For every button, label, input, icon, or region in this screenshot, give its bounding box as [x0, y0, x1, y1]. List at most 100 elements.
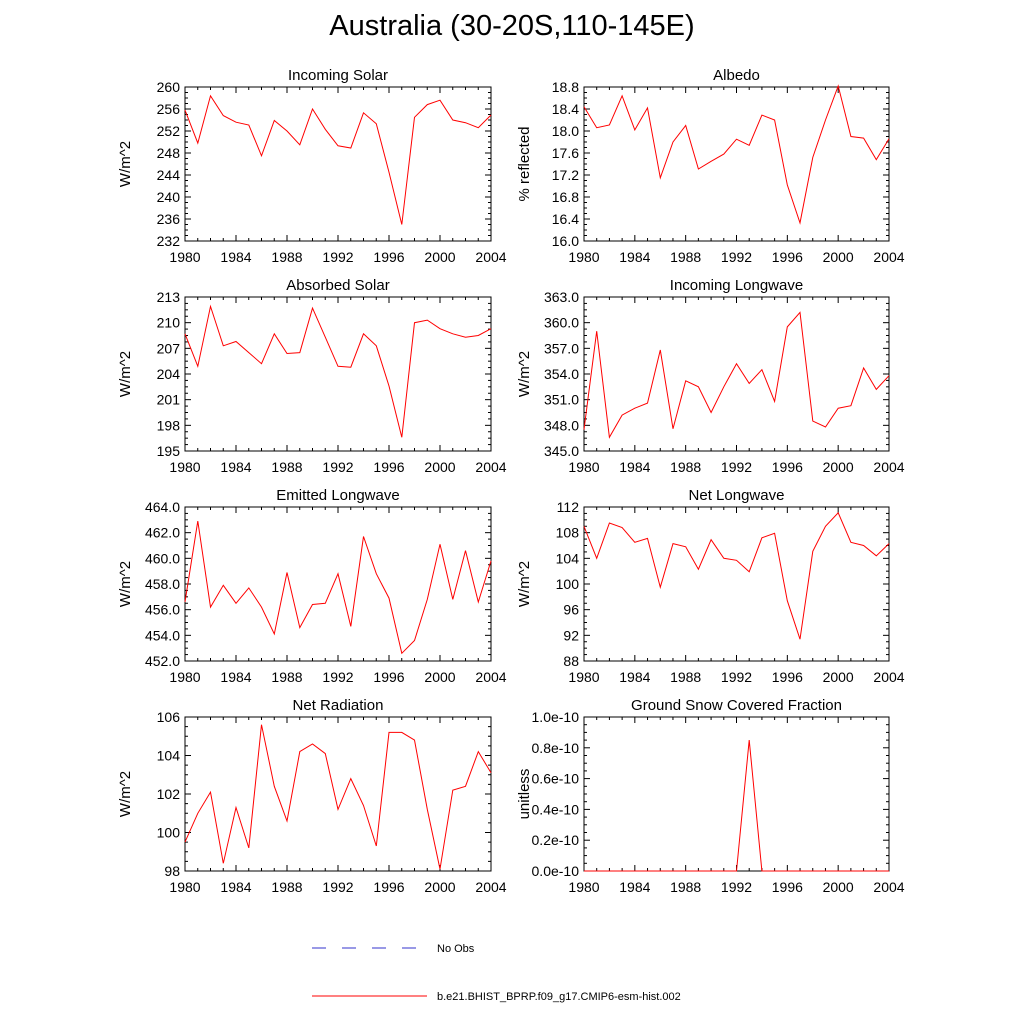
x-tick-label: 1984 [619, 669, 650, 685]
y-tick-label: 456.0 [145, 602, 180, 618]
y-tick-label: 18.0 [552, 123, 579, 139]
panel-title: Absorbed Solar [286, 277, 389, 294]
x-tick-label: 1996 [772, 459, 803, 475]
x-tick-label: 1984 [619, 459, 650, 475]
panel-title: Incoming Solar [288, 67, 388, 84]
x-tick-label: 2000 [424, 669, 455, 685]
x-tick-label: 1996 [772, 249, 803, 265]
panel-6: Net Radiation W/m^2 1980 1984 1988 1992 1996 20… [117, 697, 507, 895]
x-tick-label: 1992 [721, 669, 752, 685]
y-axis-label: unitless [516, 769, 533, 820]
y-tick-label: 16.4 [552, 211, 579, 227]
y-tick-label: 256 [157, 101, 181, 117]
x-tick-label: 1996 [772, 669, 803, 685]
x-tick-label: 2000 [424, 249, 455, 265]
y-tick-label: 100 [157, 825, 181, 841]
y-tick-label: 363.0 [544, 289, 579, 305]
x-tick-label: 1980 [568, 879, 599, 895]
panel-frame [583, 506, 890, 662]
x-tick-label: 2000 [424, 879, 455, 895]
x-tick-label: 1992 [322, 459, 353, 475]
y-tick-label: 1.0e-10 [532, 709, 580, 725]
panel-frame [583, 296, 890, 452]
x-tick-label: 1984 [220, 669, 251, 685]
x-tick-label: 1988 [271, 249, 302, 265]
panel-frame [184, 506, 492, 662]
x-tick-label: 1992 [721, 879, 752, 895]
panel-title: Net Longwave [689, 487, 785, 504]
y-tick-label: 357.0 [544, 340, 579, 356]
y-tick-label: 213 [157, 289, 181, 305]
x-tick-label: 1988 [271, 669, 302, 685]
y-tick-label: 17.2 [552, 167, 579, 183]
panel-title: Ground Snow Covered Fraction [631, 697, 842, 714]
y-tick-label: 244 [157, 167, 181, 183]
y-tick-label: 18.8 [552, 79, 579, 95]
x-tick-label: 1984 [220, 459, 251, 475]
y-tick-label: 210 [157, 315, 181, 331]
y-tick-label: 96 [563, 602, 579, 618]
x-tick-label: 1988 [670, 459, 701, 475]
y-tick-label: 260 [157, 79, 181, 95]
y-axis-label: W/m^2 [117, 351, 134, 397]
y-tick-label: 0.8e-10 [532, 740, 580, 756]
y-tick-label: 351.0 [544, 392, 579, 408]
panel-frame [583, 716, 890, 872]
panel-0: Incoming Solar W/m^2 1980 1984 1988 1992 1996 2… [117, 67, 507, 265]
x-tick-label: 1984 [619, 879, 650, 895]
y-tick-label: 98 [164, 863, 180, 879]
panel-frame [583, 86, 890, 242]
y-tick-label: 106 [157, 709, 181, 725]
y-tick-label: 204 [157, 366, 181, 382]
series-line [184, 521, 492, 655]
y-tick-label: 462.0 [145, 525, 180, 541]
y-tick-label: 92 [563, 627, 579, 643]
x-tick-label: 1988 [271, 459, 302, 475]
y-tick-label: 0.2e-10 [532, 832, 580, 848]
y-tick-label: 16.8 [552, 189, 579, 205]
series-line [184, 94, 492, 225]
panel-5: Net Longwave W/m^2 1980 1984 1988 1992 1996 200… [516, 487, 905, 685]
y-axis-label: % reflected [516, 126, 533, 201]
y-tick-label: 354.0 [544, 366, 579, 382]
x-tick-label: 1992 [721, 459, 752, 475]
x-tick-label: 1996 [772, 879, 803, 895]
panel-7: Ground Snow Covered Fraction unitless 1980… [516, 697, 905, 895]
x-tick-label: 1996 [373, 669, 404, 685]
x-tick-label: 1996 [373, 249, 404, 265]
x-tick-label: 1988 [271, 879, 302, 895]
x-tick-label: 1988 [670, 249, 701, 265]
y-axis-label: W/m^2 [516, 351, 533, 397]
y-axis-label: W/m^2 [117, 561, 134, 607]
x-tick-label: 2004 [475, 249, 506, 265]
x-tick-label: 2004 [873, 459, 904, 475]
x-tick-label: 1984 [220, 249, 251, 265]
panel-title: Albedo [713, 67, 760, 84]
y-tick-label: 112 [557, 499, 580, 515]
x-tick-label: 1988 [670, 669, 701, 685]
y-tick-label: 104 [556, 550, 580, 566]
y-tick-label: 0.0e-10 [532, 863, 580, 879]
y-tick-label: 198 [157, 417, 181, 433]
x-tick-label: 2000 [823, 669, 854, 685]
y-tick-label: 360.0 [544, 315, 579, 331]
y-tick-label: 452.0 [145, 653, 180, 669]
y-tick-label: 0.4e-10 [532, 801, 580, 817]
panel-title: Incoming Longwave [670, 277, 803, 294]
y-tick-label: 88 [563, 653, 579, 669]
y-tick-label: 236 [157, 211, 181, 227]
y-tick-label: 102 [157, 786, 181, 802]
y-tick-label: 232 [157, 233, 181, 249]
x-tick-label: 1980 [169, 249, 200, 265]
y-axis-label: W/m^2 [117, 771, 134, 817]
x-tick-label: 2004 [873, 249, 904, 265]
y-tick-label: 458.0 [145, 576, 180, 592]
panel-4: Emitted Longwave W/m^2 1980 1984 1988 1992 199… [117, 487, 507, 685]
series-line [184, 304, 492, 438]
panel-2: Absorbed Solar W/m^2 1980 1984 1988 1992 1996 2… [117, 277, 507, 475]
y-tick-label: 252 [157, 123, 181, 139]
x-tick-label: 1988 [670, 879, 701, 895]
series-line [583, 511, 890, 640]
